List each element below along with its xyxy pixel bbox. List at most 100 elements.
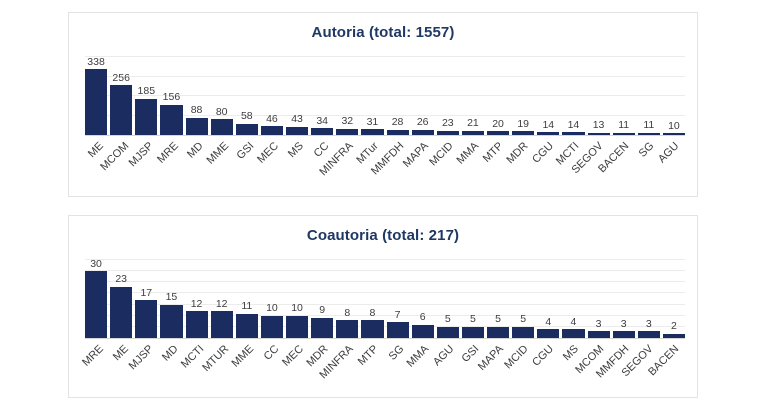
category-label-cgu: CGU xyxy=(530,140,556,166)
bar-value-label: 4 xyxy=(570,315,577,328)
bar-column-segov: 13 xyxy=(587,120,610,135)
bar-cc xyxy=(260,315,283,338)
bar-mcid xyxy=(436,130,459,135)
bar-mma xyxy=(461,130,484,135)
gridline xyxy=(85,75,685,77)
bar-mec xyxy=(260,126,283,135)
bar-column-mtp: 8 xyxy=(361,306,384,338)
gridline xyxy=(85,281,685,283)
autoria-plot-area: 338 256 185 156 88 80 58 46 43 34 32 31 28 26 23 21 20 19… xyxy=(85,55,685,136)
bar-value-label: 88 xyxy=(190,104,203,117)
bar-mjsp xyxy=(135,300,158,338)
autoria-x-axis-line xyxy=(85,135,685,136)
bar-value-label: 58 xyxy=(240,110,253,123)
bar-mtp xyxy=(361,320,384,338)
bar-value-label: 11 xyxy=(643,119,655,132)
category-label-ms: MS xyxy=(560,343,581,364)
bar-value-label: 20 xyxy=(492,117,504,130)
category-label-mre: MRE xyxy=(80,343,106,369)
bar-gsi xyxy=(235,123,258,135)
bar-ms xyxy=(562,329,585,338)
bar-value-label: 21 xyxy=(467,117,479,130)
bar-column-mjsp: 17 xyxy=(135,286,158,338)
category-label-mtp: MTP xyxy=(481,140,506,165)
bar-value-label: 26 xyxy=(416,116,429,129)
category-label-mcid: MCID xyxy=(502,343,531,372)
category-label-mapa: MAPA xyxy=(401,140,431,170)
bar-gsi xyxy=(461,326,484,338)
category-label-mdr: MDR xyxy=(504,140,531,167)
bar-bacen xyxy=(662,333,685,338)
bar-column-mapa: 26 xyxy=(411,116,434,135)
bar-column-mme: 11 xyxy=(235,301,258,338)
bar-cgu xyxy=(537,329,560,338)
bar-column-mdr: 19 xyxy=(512,119,535,135)
bar-column-md: 15 xyxy=(160,292,183,338)
bar-value-label: 17 xyxy=(140,286,153,299)
bar-cgu xyxy=(537,132,560,135)
bar-segov xyxy=(587,132,610,135)
bar-value-label: 11 xyxy=(618,119,630,132)
bar-column-mtur: 31 xyxy=(361,116,384,135)
category-label-mec: MEC xyxy=(255,140,281,166)
bar-value-label: 256 xyxy=(112,71,130,84)
bar-value-label: 8 xyxy=(369,306,376,319)
bar-mcid xyxy=(512,326,535,338)
gridline xyxy=(85,56,685,57)
bar-value-label: 3 xyxy=(620,317,627,330)
bar-column-sg: 11 xyxy=(637,119,660,135)
bar-column-mre: 30 xyxy=(85,257,108,338)
bar-column-mtp: 20 xyxy=(487,117,510,135)
gridline xyxy=(85,259,685,260)
coautoria-x-axis-line xyxy=(85,338,685,339)
category-label-md: MD xyxy=(185,140,206,161)
bar-value-label: 338 xyxy=(87,55,105,68)
bar-ms xyxy=(286,126,309,135)
bar-value-label: 5 xyxy=(520,313,527,326)
bar-column-mcti: 14 xyxy=(562,120,585,135)
bar-column-bacen: 11 xyxy=(612,119,635,135)
bar-column-mjsp: 185 xyxy=(135,86,158,135)
bar-mjsp xyxy=(135,98,158,135)
bar-value-label: 8 xyxy=(344,306,351,319)
bar-column-mcom: 256 xyxy=(110,71,133,135)
bar-value-label: 3 xyxy=(645,317,652,330)
bar-column-mec: 10 xyxy=(286,302,309,338)
bar-value-label: 23 xyxy=(441,117,454,129)
gridline xyxy=(85,292,685,294)
bar-mec xyxy=(286,315,309,338)
bar-mmfdh xyxy=(386,129,409,135)
category-label-sg: SG xyxy=(386,343,406,363)
bar-mme xyxy=(210,119,233,135)
bar-value-label: 30 xyxy=(90,257,102,270)
category-label-cgu: CGU xyxy=(530,343,556,369)
bar-column-md: 88 xyxy=(185,104,208,135)
bar-column-minfra: 32 xyxy=(336,116,359,135)
bar-column-gsi: 58 xyxy=(235,110,258,135)
category-label-sg: SG xyxy=(636,140,656,160)
bar-mtp xyxy=(487,131,510,135)
bar-column-mapa: 5 xyxy=(487,313,510,338)
bar-mcom xyxy=(110,85,133,135)
bar-column-mtur: 12 xyxy=(210,297,233,338)
bar-value-label: 12 xyxy=(215,297,228,310)
category-label-mjsp: MJSP xyxy=(126,140,156,170)
bar-me xyxy=(85,69,108,135)
bar-value-label: 2 xyxy=(671,320,677,332)
bar-value-label: 7 xyxy=(394,308,401,321)
category-label-agu: AGU xyxy=(655,140,681,166)
bar-mre xyxy=(85,271,108,338)
autoria-chart-panel: Autoria (total: 1557) 338 256 185 156 88 80 58… xyxy=(68,12,698,197)
bar-column-cgu: 4 xyxy=(537,317,560,338)
bar-column-cgu: 14 xyxy=(537,120,560,135)
category-label-mma: MMA xyxy=(454,140,481,167)
bar-value-label: 10 xyxy=(291,302,303,315)
bar-value-label: 28 xyxy=(391,116,404,128)
bar-value-label: 10 xyxy=(266,302,278,315)
bar-column-mma: 21 xyxy=(461,117,484,135)
bar-value-label: 12 xyxy=(190,297,203,310)
coautoria-chart-panel: Coautoria (total: 217) 30 23 17 15 12 12 11 10 1… xyxy=(68,215,698,398)
coautoria-plot-area: 30 23 17 15 12 12 11 10 10 9 8 8 7 6 5 5 5 5 4 4 3 3 3 2 xyxy=(85,257,685,339)
bar-mcti xyxy=(185,311,208,338)
bar-value-label: 5 xyxy=(495,313,501,326)
